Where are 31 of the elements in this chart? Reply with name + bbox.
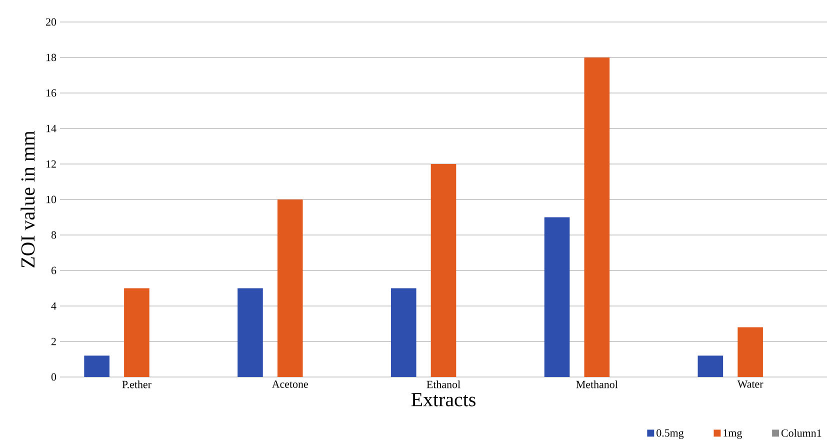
bar	[390, 288, 416, 377]
y-tick-label: 14	[46, 124, 56, 132]
x-tick-label: Acetone	[272, 380, 308, 388]
y-tick-label: 0	[51, 373, 56, 381]
bar	[430, 164, 456, 377]
y-tick-label: 4	[51, 302, 56, 310]
bar	[584, 57, 610, 377]
x-tick-label: P.ether	[122, 380, 152, 388]
legend-label: 1mg	[724, 429, 742, 439]
bar	[698, 356, 724, 377]
bar	[124, 288, 150, 377]
y-tick-label: 12	[46, 160, 56, 168]
x-tick-label: Water	[737, 380, 764, 388]
legend-label: Column1	[781, 429, 822, 437]
x-tick-label: Methanol	[576, 380, 618, 388]
bar	[238, 288, 263, 377]
y-tick-label: 10	[46, 196, 56, 204]
legend-label: 0.5mg	[656, 429, 684, 439]
bar	[738, 327, 763, 377]
y-tick-label: 6	[51, 266, 56, 274]
bar	[544, 217, 570, 377]
x-axis-title: Extracts	[411, 393, 476, 406]
y-tick-label: 16	[46, 89, 56, 97]
y-tick-label: 8	[51, 231, 56, 239]
y-tick-label: 18	[46, 54, 56, 62]
bar	[84, 356, 110, 377]
bar	[277, 199, 303, 377]
y-tick-label: 20	[46, 18, 56, 26]
x-tick-label: Ethanol	[426, 380, 460, 388]
y-axis-title: ZOI value in mm	[20, 130, 35, 268]
y-tick-label: 2	[51, 338, 56, 346]
